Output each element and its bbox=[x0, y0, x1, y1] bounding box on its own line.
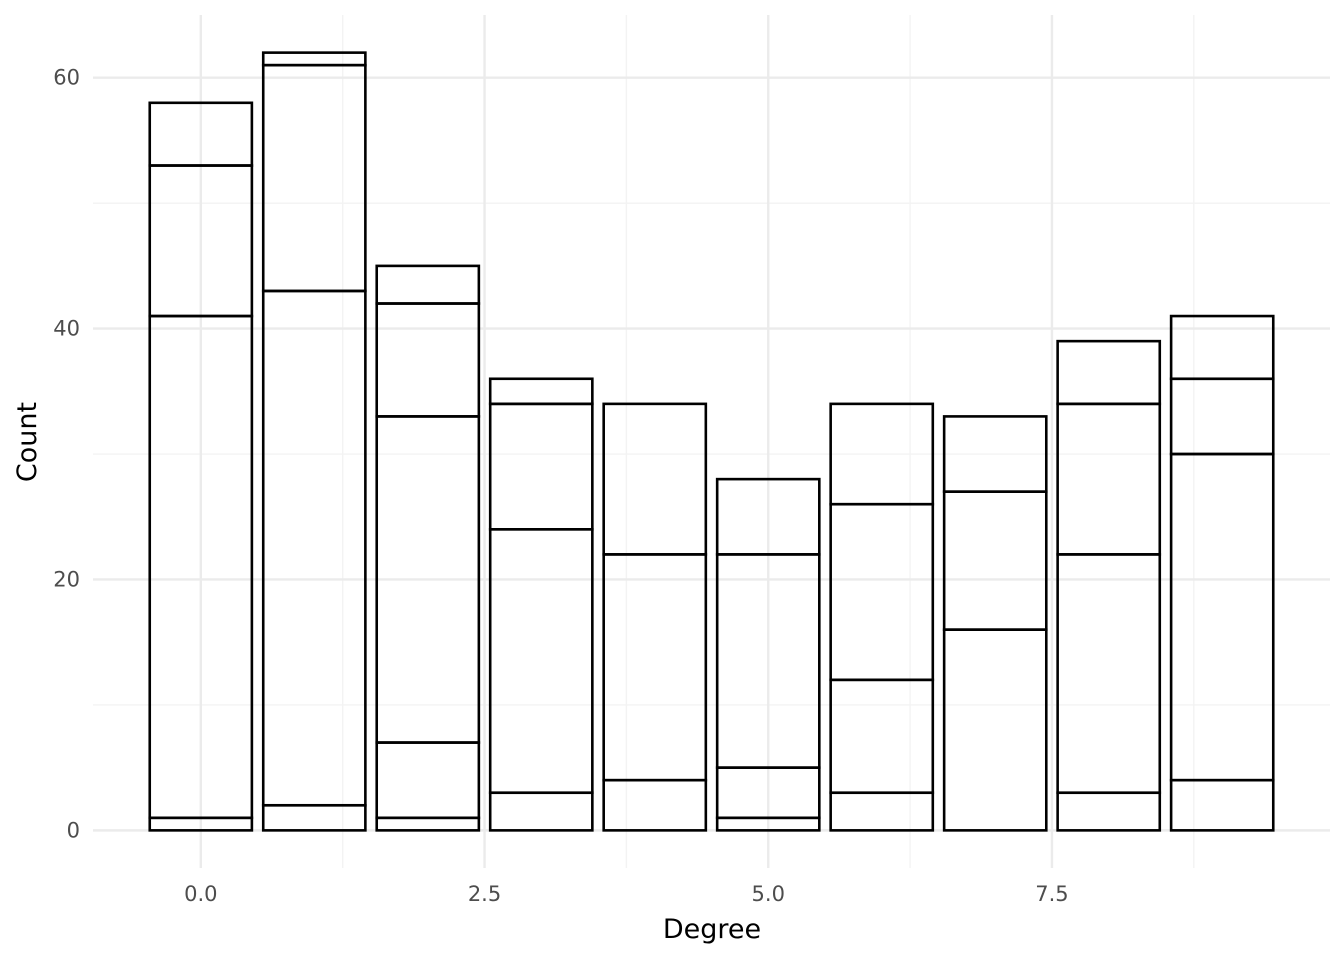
bar-segment bbox=[602, 553, 708, 782]
grid-lines bbox=[93, 15, 1330, 868]
y-tick-label: 60 bbox=[53, 66, 80, 90]
bar-segment bbox=[1169, 778, 1275, 832]
bar-segment bbox=[488, 528, 594, 795]
x-axis-ticks: 0.0 2.5 5.0 7.5 bbox=[184, 882, 1069, 906]
bar-segment bbox=[1169, 314, 1275, 381]
bar-segment bbox=[488, 377, 594, 406]
bar-segment bbox=[942, 415, 1048, 493]
bar-segment bbox=[829, 791, 935, 832]
x-tick-label: 0.0 bbox=[184, 882, 217, 906]
bar-segment bbox=[829, 502, 935, 682]
bar-segment bbox=[942, 490, 1048, 631]
y-tick-label: 20 bbox=[53, 567, 80, 591]
bar-segment bbox=[375, 302, 481, 418]
bar-segment bbox=[1056, 339, 1162, 406]
bar-stack bbox=[148, 101, 254, 832]
bar-stack bbox=[602, 402, 708, 832]
bar-stack bbox=[715, 477, 821, 832]
y-axis-ticks: 0 20 40 60 bbox=[53, 66, 80, 843]
x-axis-title: Degree bbox=[663, 914, 761, 945]
bar-stack bbox=[261, 51, 367, 832]
y-tick-label: 40 bbox=[53, 317, 80, 341]
bar-stack bbox=[488, 377, 594, 832]
bar-segment bbox=[829, 678, 935, 795]
bar-segment bbox=[1169, 452, 1275, 782]
bar-stack bbox=[1056, 339, 1162, 832]
bar-segment bbox=[602, 402, 708, 556]
bar-segment bbox=[1056, 791, 1162, 832]
bar-segment bbox=[261, 51, 367, 67]
bar-stack bbox=[375, 264, 481, 832]
bar-stack bbox=[942, 415, 1048, 832]
x-tick-label: 2.5 bbox=[468, 882, 501, 906]
bar-segment bbox=[148, 101, 254, 167]
bar-stack bbox=[829, 402, 935, 832]
bars bbox=[148, 51, 1275, 832]
bar-segment bbox=[375, 816, 481, 832]
bar-segment bbox=[602, 778, 708, 832]
x-tick-label: 5.0 bbox=[752, 882, 785, 906]
bar-segment bbox=[375, 264, 481, 305]
bar-segment bbox=[1056, 402, 1162, 556]
y-tick-label: 0 bbox=[67, 818, 80, 842]
x-tick-label: 7.5 bbox=[1035, 882, 1068, 906]
y-axis-title: Count bbox=[12, 402, 43, 482]
bar-stack bbox=[1169, 314, 1275, 832]
bar-segment bbox=[261, 289, 367, 807]
bar-segment bbox=[942, 628, 1048, 832]
bar-segment bbox=[261, 803, 367, 832]
bar-segment bbox=[375, 741, 481, 820]
bar-segment bbox=[488, 791, 594, 832]
bar-segment bbox=[1056, 553, 1162, 795]
bar-segment bbox=[715, 477, 821, 556]
bar-segment bbox=[261, 63, 367, 293]
bar-segment bbox=[1169, 377, 1275, 456]
bar-segment bbox=[829, 402, 935, 506]
bar-segment bbox=[488, 402, 594, 531]
